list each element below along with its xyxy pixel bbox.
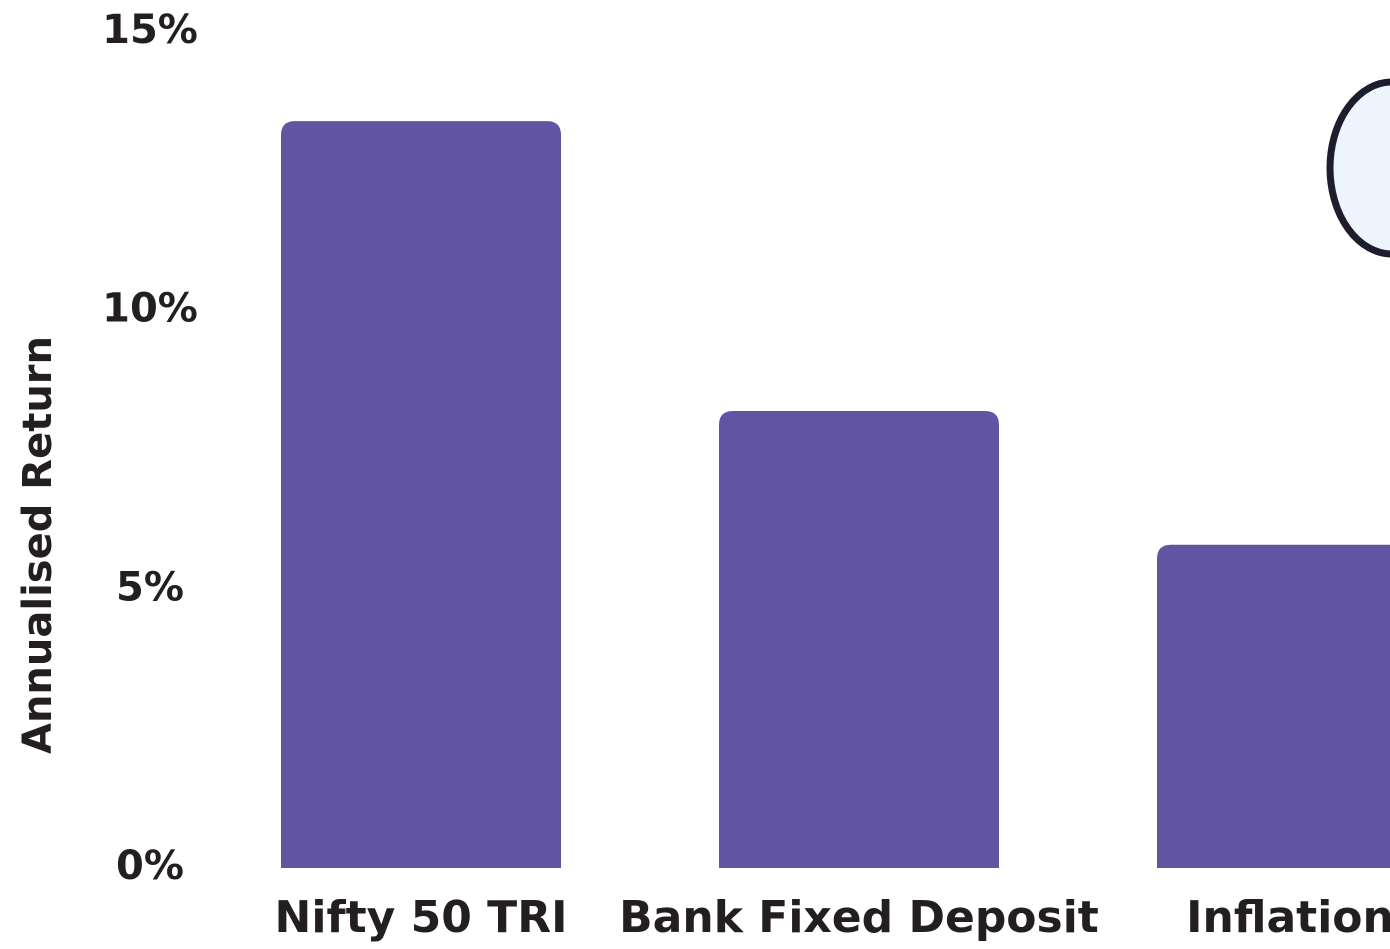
y-tick-label: 5% bbox=[116, 564, 184, 610]
bar bbox=[719, 410, 999, 868]
y-tick-label: 15% bbox=[102, 7, 198, 53]
bar bbox=[281, 121, 561, 868]
bar bbox=[1157, 544, 1390, 868]
x-tick-label: Inflation bbox=[1186, 892, 1390, 943]
y-tick-label: 0% bbox=[116, 843, 184, 889]
x-tick-label: Bank Fixed Deposit bbox=[619, 892, 1099, 943]
decorative-shape bbox=[1326, 78, 1390, 258]
x-tick-label: Nifty 50 TRI bbox=[275, 892, 568, 943]
decoration bbox=[1326, 78, 1390, 258]
y-tick-label: 10% bbox=[102, 286, 198, 332]
y-axis-label: Annualised Return bbox=[15, 336, 61, 754]
